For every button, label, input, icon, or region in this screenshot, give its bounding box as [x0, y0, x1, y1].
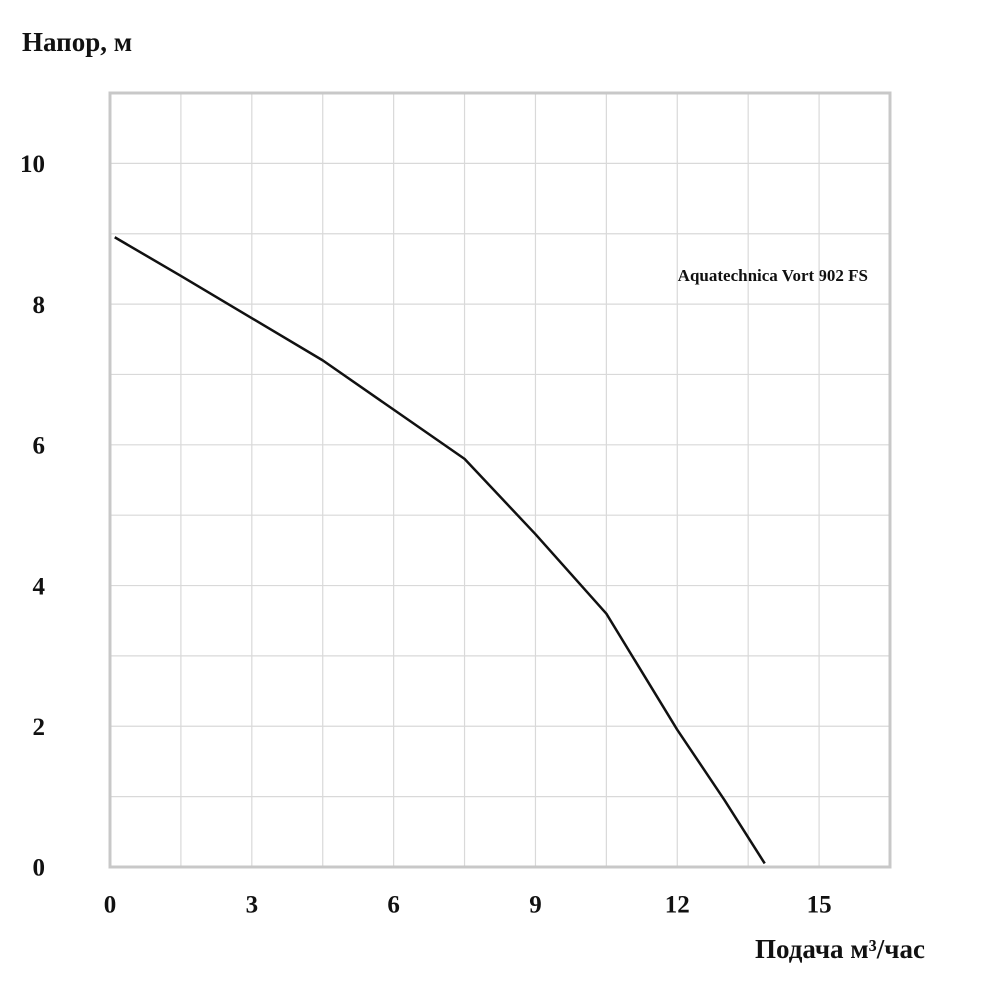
y-axis-label: Напор, м — [22, 27, 132, 57]
y-tick-label: 10 — [20, 151, 45, 178]
y-tick-label: 0 — [33, 855, 46, 882]
x-tick-label: 0 — [104, 892, 117, 919]
y-tick-label: 2 — [33, 714, 46, 741]
annotation: Aquatechnica Vort 902 FS — [678, 266, 868, 285]
plot-frame — [108, 91, 892, 869]
x-axis-label: Подача м³/час — [755, 934, 925, 964]
y-tick-label: 6 — [33, 433, 46, 460]
x-tick-label: 6 — [387, 892, 400, 919]
x-tick-label: 15 — [807, 892, 832, 919]
x-tick-label: 12 — [665, 892, 690, 919]
x-tick-label: 3 — [246, 892, 259, 919]
y-tick-label: 8 — [33, 292, 46, 319]
pump-curve — [114, 236, 766, 865]
y-tick-label: 4 — [33, 573, 46, 600]
x-tick-label: 9 — [529, 892, 542, 919]
